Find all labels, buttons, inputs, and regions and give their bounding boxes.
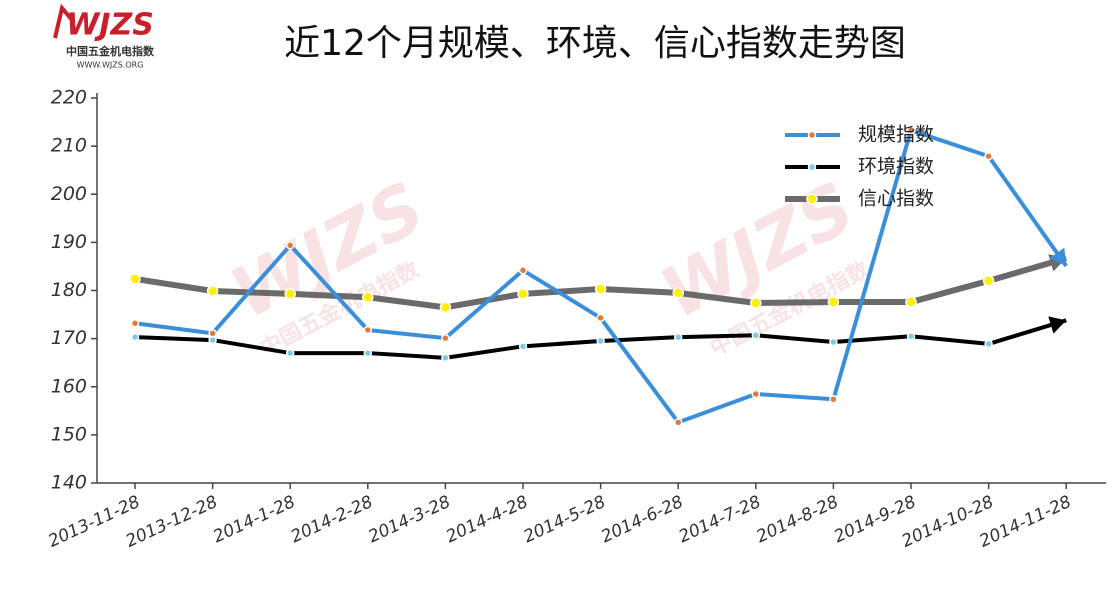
legend-marker [807,162,817,172]
y-tick-label: 220 [51,87,87,109]
x-tick-label: 2014-2-28 [288,492,376,547]
marker [751,331,761,340]
logo: WJZS 中国五金机电指数 WWW.WJZS.ORG [53,3,155,70]
legend-item: 信心指数 [785,188,934,210]
marker [130,332,140,342]
watermark-mark: WJZS [648,166,867,334]
arrow-head [1049,247,1067,266]
marker [594,283,607,295]
logo-url: WWW.WJZS.ORG [77,61,144,70]
logo-name: 中国五金机电指数 [66,44,155,58]
legend-marker [807,130,817,140]
marker [673,332,683,342]
y-tick-label: 170 [51,327,87,349]
marker [596,313,605,323]
legend-label: 环境指数 [858,156,934,178]
marker [829,337,838,347]
marker [982,275,995,287]
legend-item: 环境指数 [785,156,934,178]
marker [206,285,219,297]
marker [129,273,141,285]
x-tick-label: 2014-6-28 [598,492,686,547]
legend-label: 信心指数 [858,188,934,210]
marker [362,291,374,303]
marker [906,125,916,135]
marker [518,342,528,351]
y-tick-label: 160 [51,375,87,397]
marker [363,325,373,335]
marker [751,389,761,399]
y-tick-label: 150 [51,423,87,445]
x-tick-label: 2014-4-28 [443,492,531,547]
y-tick-label: 210 [51,135,87,157]
y-tick-label: 200 [51,183,87,205]
marker [441,333,450,343]
x-tick-label: 2014-1-28 [210,492,298,547]
marker [984,151,993,161]
marker [829,395,838,404]
marker [284,288,296,300]
marker [517,288,529,300]
chart-title: 近12个月规模、环境、信心指数走势图 [284,23,906,64]
marker [905,296,917,308]
marker [984,339,993,349]
y-tick-label: 190 [51,231,87,253]
y-tick-label: 140 [51,472,87,494]
marker [285,241,295,250]
arrow-head [1048,316,1067,334]
x-tick-label: 2014-5-28 [521,492,609,547]
marker [672,287,684,299]
marker [596,336,605,346]
marker [130,318,140,328]
x-tick-label: 2014-3-28 [365,492,453,547]
logo-arrow [53,3,74,39]
legend-label: 规模指数 [858,124,934,146]
marker [827,296,840,308]
y-tick-label: 180 [51,279,87,301]
marker [208,335,217,345]
marker [673,418,683,427]
marker [439,301,452,314]
marker [441,353,450,363]
marker [285,348,295,358]
marker [208,329,217,338]
marker [750,297,762,309]
x-tick-label: 2014-8-28 [753,492,841,547]
marker [518,266,528,275]
legend-item: 规模指数 [785,124,934,146]
x-tick-label: 2014-7-28 [676,492,764,547]
legend-marker [806,193,818,205]
marker [363,348,373,358]
marker [906,331,916,341]
logo-mark: WJZS [66,8,154,43]
watermark: WJZS 中国五金机电指数 WJZS 中国五金机电指数 [218,166,874,361]
